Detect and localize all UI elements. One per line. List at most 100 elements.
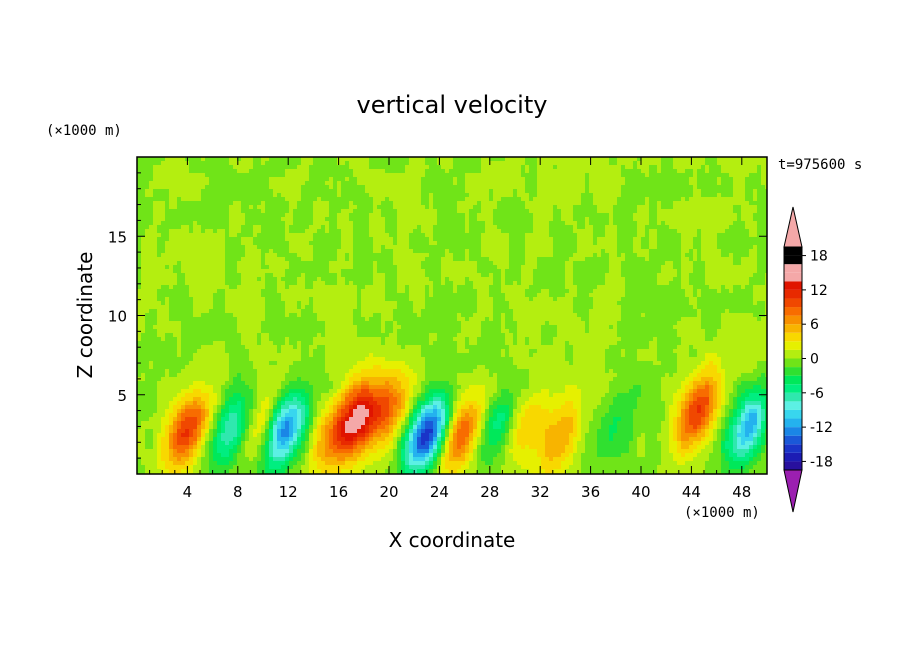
contour-cell bbox=[749, 257, 753, 261]
contour-cell bbox=[221, 261, 225, 265]
contour-cell bbox=[201, 241, 205, 245]
contour-cell bbox=[449, 257, 453, 261]
contour-cell bbox=[149, 249, 153, 253]
contour-cell bbox=[641, 249, 645, 253]
contour-cell bbox=[513, 249, 517, 253]
contour-cell bbox=[173, 165, 177, 169]
contour-cell bbox=[441, 233, 445, 237]
contour-cell bbox=[605, 269, 609, 273]
contour-cell bbox=[405, 185, 409, 189]
contour-cell bbox=[701, 185, 705, 189]
contour-cell bbox=[393, 233, 397, 237]
contour-cell bbox=[333, 201, 337, 205]
contour-cell bbox=[153, 253, 157, 257]
contour-cell bbox=[237, 173, 241, 177]
contour-cell bbox=[433, 241, 437, 245]
contour-cell bbox=[281, 281, 285, 285]
contour-cell bbox=[229, 257, 233, 261]
contour-cell bbox=[437, 277, 441, 281]
contour-cell bbox=[525, 169, 529, 173]
contour-cell bbox=[469, 281, 473, 285]
contour-cell bbox=[749, 241, 753, 245]
contour-cell bbox=[401, 241, 405, 245]
contour-cell bbox=[645, 225, 649, 229]
contour-cell bbox=[757, 205, 761, 209]
contour-cell bbox=[289, 237, 293, 241]
contour-cell bbox=[317, 249, 321, 253]
contour-cell bbox=[569, 189, 573, 193]
contour-cell bbox=[389, 281, 393, 285]
contour-cell bbox=[137, 245, 141, 249]
contour-cell bbox=[725, 269, 729, 273]
contour-cell bbox=[337, 229, 341, 233]
contour-cell bbox=[149, 237, 153, 241]
contour-cell bbox=[305, 193, 309, 197]
contour-cell bbox=[629, 157, 633, 161]
contour-cell bbox=[293, 265, 297, 269]
contour-cell bbox=[733, 165, 737, 169]
contour-cell bbox=[249, 253, 253, 257]
contour-cell bbox=[209, 189, 213, 193]
contour-cell bbox=[329, 249, 333, 253]
contour-cell bbox=[253, 213, 257, 217]
contour-cell bbox=[361, 205, 365, 209]
contour-cell bbox=[693, 225, 697, 229]
contour-cell bbox=[209, 253, 213, 257]
contour-cell bbox=[745, 201, 749, 205]
contour-cell bbox=[733, 193, 737, 197]
contour-cell bbox=[153, 269, 157, 273]
contour-cell bbox=[417, 165, 421, 169]
contour-cell bbox=[217, 181, 221, 185]
contour-cell bbox=[705, 225, 709, 229]
contour-cell bbox=[197, 173, 201, 177]
contour-cell bbox=[149, 209, 153, 213]
contour-cell bbox=[213, 237, 217, 241]
contour-cell bbox=[561, 233, 565, 237]
contour-cell bbox=[289, 273, 293, 277]
contour-cell bbox=[197, 177, 201, 181]
contour-cell bbox=[693, 257, 697, 261]
contour-cell bbox=[569, 193, 573, 197]
contour-cell bbox=[369, 265, 373, 269]
contour-cell bbox=[529, 237, 533, 241]
contour-cell bbox=[181, 189, 185, 193]
contour-cell bbox=[661, 177, 665, 181]
contour-cell bbox=[441, 165, 445, 169]
contour-cell bbox=[453, 177, 457, 181]
contour-cell bbox=[253, 205, 257, 209]
contour-cell bbox=[601, 229, 605, 233]
contour-cell bbox=[169, 197, 173, 201]
contour-cell bbox=[717, 213, 721, 217]
contour-cell bbox=[517, 169, 521, 173]
contour-cell bbox=[621, 269, 625, 273]
contour-cell bbox=[597, 173, 601, 177]
contour-cell bbox=[529, 169, 533, 173]
contour-cell bbox=[281, 189, 285, 193]
contour-cell bbox=[369, 221, 373, 225]
contour-cell bbox=[545, 209, 549, 213]
contour-cell bbox=[481, 269, 485, 273]
contour-cell bbox=[461, 253, 465, 257]
contour-cell bbox=[329, 237, 333, 241]
contour-cell bbox=[677, 233, 681, 237]
contour-cell bbox=[589, 205, 593, 209]
contour-cell bbox=[493, 213, 497, 217]
contour-cell bbox=[721, 209, 725, 213]
contour-cell bbox=[753, 237, 757, 241]
contour-cell bbox=[433, 269, 437, 273]
contour-cell bbox=[597, 177, 601, 181]
contour-cell bbox=[693, 229, 697, 233]
contour-cell bbox=[157, 209, 161, 213]
contour-cell bbox=[389, 189, 393, 193]
contour-cell bbox=[233, 213, 237, 217]
contour-cell bbox=[765, 241, 767, 245]
contour-cell bbox=[341, 225, 345, 229]
contour-cell bbox=[597, 257, 601, 261]
contour-cell bbox=[217, 209, 221, 213]
contour-cell bbox=[505, 169, 509, 173]
contour-cell bbox=[681, 193, 685, 197]
contour-cell bbox=[549, 185, 553, 189]
contour-cell bbox=[441, 249, 445, 253]
contour-cell bbox=[425, 273, 429, 277]
contour-cell bbox=[433, 161, 437, 165]
